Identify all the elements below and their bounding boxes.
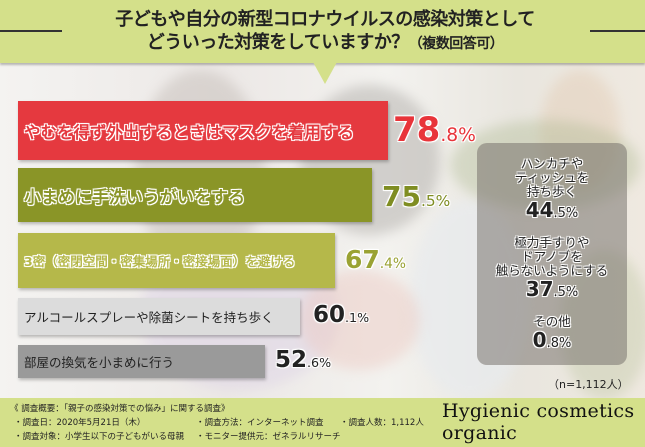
panel-item-handkerchief: ハンカチや ティッシュを 持ち歩く 44.5% [477,157,627,225]
other-answers-panel: ハンカチや ティッシュを 持ち歩く 44.5% 極力手すりや ドアノブを 触らな… [477,143,627,365]
bar-value-mask: 78.8% [393,110,476,150]
survey-date: ・調査日：2020年5月21日（木） [14,418,146,428]
survey-method: ・調査方法：インターネット調査 [196,418,324,428]
survey-footer: 《 調査概要：「親子の感染対策での悩み」に関する調査》 ・調査日：2020年5月… [0,398,645,447]
survey-target: ・調査対象：小学生以下の子どもがいる母親 [14,432,185,442]
bar-alcohol: アルコールスプレーや除菌シートを持ち歩く [18,298,300,335]
bar-label: やむを得ず外出するときはマスクを着用する [24,122,354,142]
bar-value-ventilation: 52.6% [275,347,332,373]
bar-mask: やむを得ず外出するときはマスクを着用する [18,101,388,160]
header-rule-left [0,30,62,32]
panel-value: 37.5% [525,277,579,301]
header-rule-right [590,30,645,32]
bar-value-alcohol: 60.1% [313,302,370,328]
speech-bubble-tail [313,62,337,84]
bar-label: 部屋の換気を小まめに行う [24,355,175,370]
sample-size-note: （n=1,112人） [548,378,629,391]
panel-value: 0.8% [532,328,572,352]
bar-handwash: 小まめに手洗いうがいをする [18,168,372,222]
survey-overview: 《 調査概要：「親子の感染対策での悩み」に関する調査》 [10,404,230,414]
bar-label: 小まめに手洗いうがいをする [24,187,245,208]
bar-3mitsu: 3密（密閉空間・密集場所・密接場面）を避ける [18,233,335,288]
bar-label: アルコールスプレーや除菌シートを持ち歩く [24,310,274,325]
panel-item-doorknob: 極力手すりや ドアノブを 触らないようにする 37.5% [477,236,627,304]
brand-logo-text: Hygienic cosmetics organic [442,400,635,444]
title-subtitle: （複数回答可） [408,36,504,52]
panel-value: 44.5% [525,198,579,222]
bar-value-handwash: 75.5% [382,180,451,213]
question-header: 子どもや自分の新型コロナウイルスの感染対策として どういった対策をしていますか？… [0,0,645,63]
bar-ventilation: 部屋の換気を小まめに行う [18,345,265,378]
title-line-2: どういった対策をしていますか？ [146,32,409,53]
question-title: 子どもや自分の新型コロナウイルスの感染対策として どういった対策をしていますか？… [70,8,580,56]
bar-value-3mitsu: 67.4% [345,245,406,274]
panel-item-other: その他 0.8% [477,315,627,355]
title-line-1: 子どもや自分の新型コロナウイルスの感染対策として [115,9,535,30]
survey-provider: ・モニター提供元：ゼネラルリサーチ [196,432,341,442]
bar-label: 3密（密閉空間・密集場所・密接場面）を避ける [24,254,296,269]
survey-count: ・調査人数：1,112人 [340,418,424,428]
